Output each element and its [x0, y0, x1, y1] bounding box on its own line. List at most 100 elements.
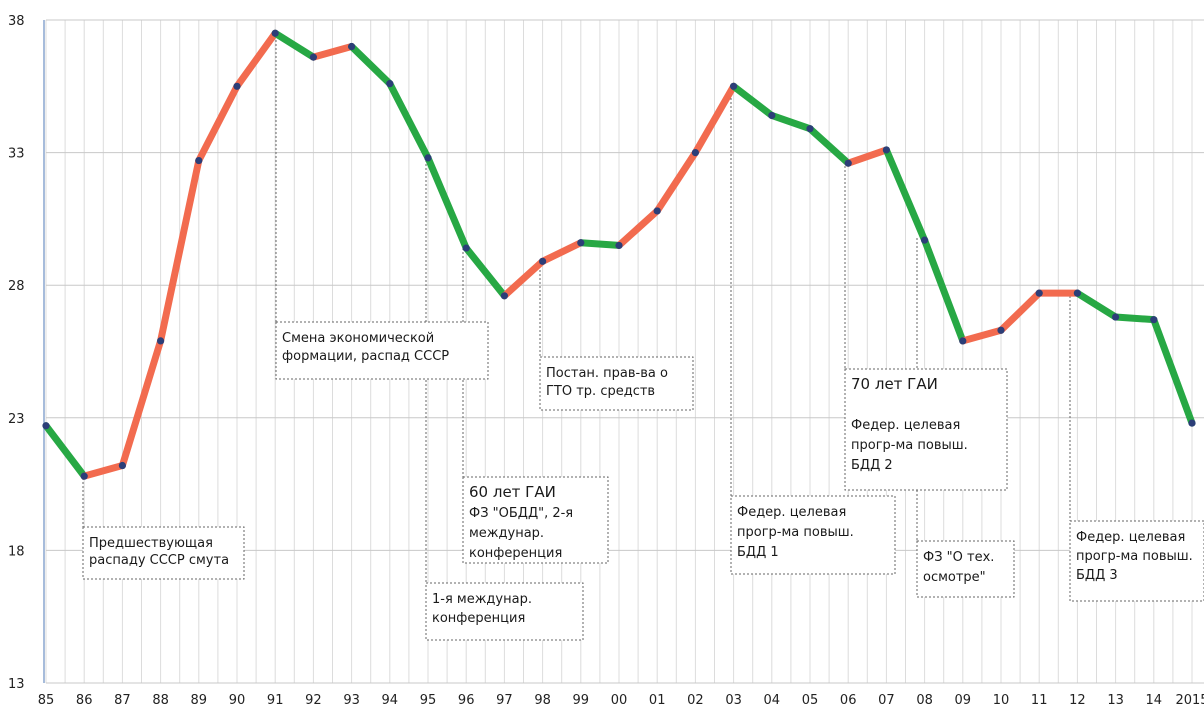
- annotation-frame: [462, 476, 609, 564]
- series-segment: [959, 326, 1005, 345]
- data-point: [1035, 289, 1043, 297]
- x-tick-label: 07: [878, 693, 895, 708]
- series-segment: [462, 244, 508, 300]
- x-tick-label: 08: [916, 693, 933, 708]
- x-tick-label: 94: [382, 693, 399, 708]
- series-segment: [844, 146, 890, 167]
- series-segment: [806, 125, 852, 167]
- annotation-text: Постан. прав-ва о: [546, 366, 668, 381]
- data-point: [730, 82, 738, 90]
- x-tick-label: 14: [1146, 693, 1163, 708]
- y-tick-label: 38: [8, 14, 25, 29]
- x-tick-label: 06: [840, 693, 857, 708]
- data-point: [80, 472, 88, 480]
- annotation-frame: [730, 495, 896, 575]
- data-point: [309, 53, 317, 61]
- data-point: [921, 236, 929, 244]
- x-tick-label: 01: [649, 693, 666, 708]
- series-segment: [653, 149, 699, 215]
- x-tick-label: 97: [496, 693, 513, 708]
- series-segment: [233, 29, 279, 90]
- data-point: [42, 422, 50, 430]
- x-tick-label: 09: [955, 693, 972, 708]
- data-point: [233, 82, 241, 90]
- annotation-text: Федер. целевая: [851, 418, 960, 433]
- series-segment: [424, 154, 470, 252]
- x-tick-label: 92: [305, 693, 322, 708]
- annotation-text: БДД 3: [1076, 568, 1118, 583]
- x-tick-label: 86: [76, 693, 93, 708]
- annotation-frame: [916, 540, 1015, 598]
- x-tick-label: 90: [229, 693, 246, 708]
- axes: 13 18 23 28 33 38 85 86 87 88 89 90 91 92 93 94 95 96 97 98…: [8, 14, 1204, 708]
- data-point: [691, 149, 700, 157]
- data-point: [997, 326, 1005, 334]
- data-point: [348, 42, 356, 51]
- series-segment: [271, 29, 317, 61]
- annotation-text: формации, распад СССР: [282, 349, 449, 364]
- annotation-text: 1-я междунар.: [432, 592, 532, 607]
- x-tick-label: 11: [1031, 693, 1048, 708]
- x-tick-label: 85: [38, 693, 55, 708]
- x-tick-label: 95: [420, 693, 437, 708]
- annotation-text: БДД 1: [737, 545, 779, 560]
- x-tick-label: 96: [458, 693, 475, 708]
- annotation-box: Смена экономической формации, распад СССР: [275, 321, 489, 380]
- x-tick-label: 91: [267, 693, 284, 708]
- series-segment: [1112, 313, 1158, 324]
- data-point: [844, 159, 852, 167]
- data-point: [195, 156, 203, 165]
- series-segment: [1150, 316, 1196, 427]
- series-segment: [577, 239, 623, 249]
- data-point: [1150, 316, 1158, 324]
- series-segment: [997, 289, 1043, 334]
- x-tick-label: 87: [114, 693, 131, 708]
- annotation-box: Федер. целевая прогр-ма повыш. БДД 1: [730, 495, 896, 575]
- series-segment: [539, 239, 585, 265]
- x-tick-label: 88: [152, 693, 169, 708]
- series-segment: [309, 43, 356, 61]
- annotation-text: 70 лет ГАИ: [851, 375, 938, 393]
- x-tick-label: 99: [573, 693, 590, 708]
- annotation-text: конференция: [469, 546, 562, 561]
- data-point: [500, 292, 508, 300]
- series-line: [42, 29, 1196, 480]
- annotation-text: Федер. целевая: [737, 505, 846, 520]
- series-segment: [42, 422, 88, 480]
- data-point: [577, 239, 585, 247]
- series-segment: [730, 82, 776, 119]
- annotation-box: Федер. целевая прогр-ма повыш. БДД 3: [1069, 520, 1204, 602]
- x-tick-label: 89: [191, 693, 208, 708]
- data-point: [462, 244, 470, 252]
- data-point: [424, 154, 432, 162]
- series-segment: [882, 146, 929, 244]
- annotation-text: Предшествующая: [89, 536, 213, 551]
- x-tick-label: 2015: [1175, 693, 1204, 708]
- data-point: [959, 337, 967, 345]
- data-point: [1073, 289, 1081, 297]
- annotation-text: прогр-ма повыш.: [1076, 549, 1193, 564]
- annotation-frame: [425, 582, 584, 641]
- series-segment: [386, 80, 432, 162]
- annotation-text: ГТО тр. средств: [546, 384, 655, 399]
- x-tick-label: 12: [1069, 693, 1086, 708]
- annotation-box: Постан. прав-ва о ГТО тр. средств: [539, 356, 694, 411]
- y-tick-label: 18: [8, 544, 25, 559]
- annotation-frame: [82, 526, 245, 580]
- x-tick-label: 03: [725, 693, 742, 708]
- y-tick-label: 28: [8, 279, 25, 294]
- annotation-text: ФЗ "ОБДД", 2-я: [469, 506, 573, 521]
- x-tick-label: 10: [993, 693, 1010, 708]
- annotation-box: 1-я междунар. конференция: [425, 582, 584, 641]
- data-point: [386, 80, 394, 88]
- data-point: [653, 207, 661, 215]
- annotation-text: Смена экономической: [282, 331, 434, 346]
- y-tick-label: 13: [8, 677, 25, 692]
- annotation-box: Предшествующая распаду СССР смута: [82, 526, 245, 580]
- annotation-box: ФЗ "О тех. осмотре": [916, 540, 1015, 598]
- annotations: Предшествующая распаду СССР смута Смена эк…: [82, 321, 1204, 641]
- annotation-text: ФЗ "О тех.: [923, 550, 994, 565]
- data-point: [768, 111, 776, 120]
- series-segment: [691, 82, 738, 157]
